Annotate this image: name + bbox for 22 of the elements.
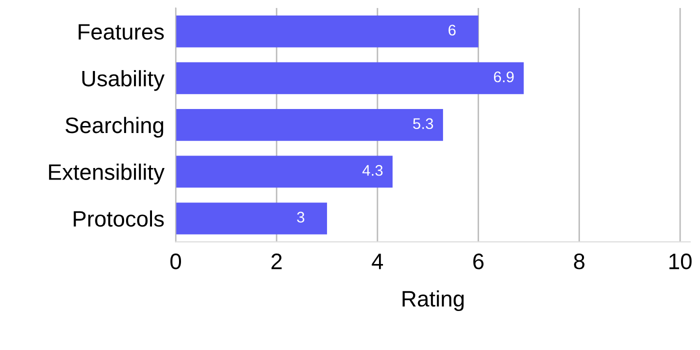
- x-tick-label: 6: [473, 254, 484, 270]
- bar: [176, 16, 478, 48]
- x-axis-title: Rating: [402, 290, 464, 312]
- bar: [176, 62, 524, 94]
- y-tick-label: Features: [78, 24, 164, 40]
- data-label: 6: [448, 24, 456, 36]
- x-tick-label: 0: [170, 254, 182, 270]
- data-label: 4.3: [362, 164, 383, 176]
- x-tick-label: 2: [272, 254, 282, 270]
- y-tick-label: Protocols: [74, 210, 164, 227]
- data-label: 5.3: [413, 118, 434, 130]
- bar: [176, 156, 393, 188]
- x-tick-label: 8: [574, 254, 584, 270]
- data-label: 3: [297, 212, 304, 223]
- bar: [176, 109, 444, 141]
- y-tick-label: Usability: [82, 70, 165, 91]
- data-label: 6.9: [494, 71, 514, 82]
- y-tick-label: Extensibility: [49, 164, 165, 184]
- bar: [176, 202, 328, 234]
- y-tick-label: Searching: [66, 116, 164, 138]
- x-tick-label: 4: [372, 254, 383, 270]
- x-tick-label: 10: [669, 254, 692, 270]
